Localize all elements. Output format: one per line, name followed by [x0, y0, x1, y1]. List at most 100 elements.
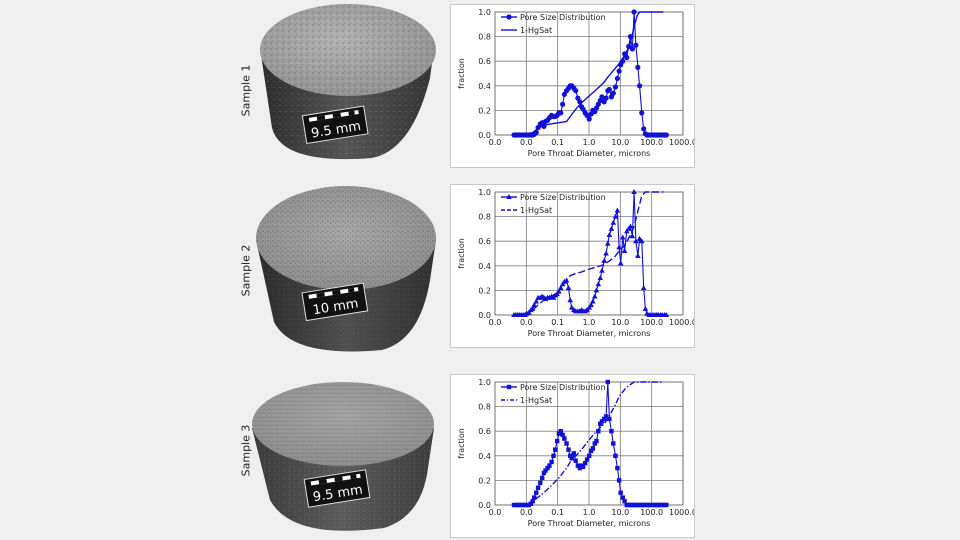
data-point — [618, 490, 623, 495]
y-tick-label: 0.4 — [478, 262, 491, 271]
x-tick-label: 0.0 — [520, 508, 533, 517]
x-tick-label: 0.0 — [489, 138, 502, 147]
data-point — [610, 90, 616, 96]
scale-bar-2: 10 mm — [301, 282, 369, 322]
x-tick-label: 100.0 — [640, 318, 663, 327]
data-point — [568, 453, 573, 458]
data-point — [605, 240, 611, 246]
x-tick-label: 0.1 — [551, 508, 564, 517]
data-point — [599, 267, 605, 273]
data-point — [664, 502, 669, 508]
data-point — [635, 252, 641, 258]
data-point — [545, 465, 550, 471]
data-point — [592, 441, 597, 446]
y-tick-label: 0.6 — [478, 427, 491, 436]
legend: Pore Size Distribution 1-HgSat — [501, 193, 606, 215]
y-tick-label: 0.8 — [478, 213, 491, 222]
series-line — [514, 381, 664, 506]
data-point — [638, 238, 645, 244]
svg-text:10 mm: 10 mm — [312, 296, 360, 318]
data-point — [534, 490, 539, 495]
data-point — [631, 189, 637, 194]
data-point — [629, 46, 635, 52]
data-point — [606, 86, 612, 93]
data-point — [541, 470, 547, 476]
sample-row-2: Sample 2 10 mm 0 — [0, 180, 960, 360]
data-point — [531, 302, 537, 308]
data-point — [636, 235, 643, 241]
data-point — [609, 429, 614, 434]
data-point — [613, 453, 618, 458]
legend-entry: 1-HgSat — [520, 396, 552, 405]
data-point — [558, 110, 564, 116]
data-point — [631, 9, 637, 15]
data-point — [593, 287, 600, 293]
data-point — [612, 84, 619, 90]
x-tick-label: 1000.0 — [669, 318, 694, 327]
data-point — [629, 233, 636, 239]
data-point — [588, 448, 594, 454]
data-point — [530, 499, 535, 504]
data-point — [616, 68, 622, 74]
y-tick-label: 1.0 — [478, 8, 491, 17]
data-point — [547, 463, 552, 468]
x-tick-label: 10.0 — [611, 318, 629, 327]
data-point — [586, 453, 592, 458]
legend: Pore Size Distribution 1-HgSat — [501, 13, 606, 35]
data-point — [590, 446, 596, 451]
data-point — [506, 194, 512, 199]
data-point — [619, 234, 626, 240]
data-point — [599, 94, 605, 100]
data-point — [565, 284, 572, 290]
scale-bar-1: 9.5 mm — [301, 105, 369, 145]
data-point — [616, 244, 622, 250]
series-2 — [514, 11, 664, 136]
data-point — [575, 463, 581, 468]
x-tick-label: 1.0 — [583, 138, 596, 147]
legend-entry: 1-HgSat — [520, 26, 552, 35]
data-point — [538, 480, 543, 486]
data-point — [614, 75, 620, 82]
x-tick-label: 1.0 — [583, 508, 596, 517]
data-point — [573, 88, 579, 94]
x-axis-label: Pore Throat Diameter, microns — [528, 149, 651, 158]
x-tick-label: 100.0 — [640, 138, 663, 147]
y-tick-label: 0.0 — [478, 311, 491, 320]
y-tick-label: 0.2 — [478, 106, 491, 115]
data-point — [566, 447, 571, 452]
sample-label-1-text: Sample 1 — [239, 64, 253, 116]
data-point — [543, 468, 548, 473]
data-point — [606, 232, 613, 238]
data-point — [601, 416, 607, 422]
legend: Pore Size Distribution 1-HgSat — [501, 383, 606, 405]
chart-panel-2: 0.00.00.11.010.0100.01000.00.00.20.40.60… — [450, 184, 695, 348]
data-point — [622, 499, 627, 504]
y-tick-label: 0.4 — [478, 82, 491, 91]
x-tick-label: 1000.0 — [669, 508, 694, 517]
chart-panel-1: 0.00.00.11.010.0100.01000.00.00.20.40.60… — [450, 4, 695, 168]
data-point — [663, 132, 669, 138]
y-tick-label: 1.0 — [478, 378, 491, 387]
data-point — [551, 453, 556, 458]
data-point — [642, 305, 649, 311]
scale-bar-3: 9.5 mm — [303, 469, 371, 508]
x-tick-label: 0.0 — [520, 138, 533, 147]
data-point — [528, 501, 534, 506]
sample-label-2-text: Sample 2 — [239, 244, 253, 296]
x-tick-label: 1000.0 — [669, 138, 694, 147]
y-tick-label: 0.0 — [478, 131, 491, 140]
legend-entry: Pore Size Distribution — [520, 383, 606, 392]
y-tick-label: 0.2 — [478, 286, 491, 295]
legend-entry: Pore Size Distribution — [520, 13, 606, 22]
x-tick-label: 10.0 — [611, 138, 629, 147]
data-point — [627, 223, 634, 229]
legend-entry: 1-HgSat — [520, 206, 552, 215]
core-image-1: 9.5 mm — [260, 4, 436, 160]
data-point — [562, 436, 567, 441]
core-image-2: 10 mm — [256, 186, 436, 352]
data-point — [588, 302, 594, 308]
data-point — [663, 312, 670, 317]
data-point — [535, 485, 541, 490]
series-1 — [511, 9, 669, 138]
data-point — [577, 465, 582, 471]
